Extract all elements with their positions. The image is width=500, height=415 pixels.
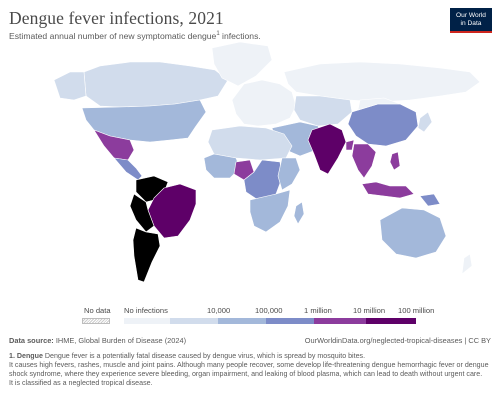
legend-swatch-bin-5[interactable] [366,318,416,324]
region-east-africa[interactable] [277,157,301,191]
region-australia[interactable] [379,207,447,259]
region-papua-new-guinea[interactable] [419,193,441,207]
region-bangladesh[interactable] [345,139,355,151]
region-indonesia[interactable] [361,181,415,199]
world-map [53,41,481,283]
source-url-link[interactable]: OurWorldinData.org/neglected-tropical-di… [304,336,491,345]
legend-swatch-bin-2[interactable] [218,318,266,324]
region-southern-africa[interactable] [249,189,291,233]
region-central-america[interactable] [113,157,143,181]
region-mongolia[interactable] [357,97,401,111]
legend-no-data-swatch[interactable] [82,318,110,324]
region-japan[interactable] [417,111,433,133]
region-canada[interactable] [83,61,229,108]
legend-swatch-bin-3[interactable] [266,318,314,324]
legend-label-10000: 10,000 [207,306,231,315]
region-greenland[interactable] [211,41,273,87]
legend-label-10-million: 10 million [353,306,386,315]
data-source: Data source: IHME, Global Burden of Dise… [9,336,187,345]
legend-label-100-million: 100 million [398,306,435,315]
region-india[interactable] [307,123,347,175]
region-argentina-chile[interactable] [132,227,161,283]
region-southeast-asia[interactable] [351,143,377,179]
region-madagascar[interactable] [293,201,305,225]
region-russia[interactable] [283,61,481,103]
region-europe[interactable] [231,79,297,127]
legend-swatch-no-infections[interactable] [124,318,170,324]
chart-subtitle: Estimated annual number of new symptomat… [9,31,261,41]
logo-accent-bar [450,31,492,33]
owid-logo[interactable]: Our World in Data [450,8,492,33]
region-china[interactable] [347,103,419,147]
chart-title: Dengue fever infections, 2021 [9,8,224,28]
legend-label-100000: 100,000 [255,306,283,315]
region-mexico[interactable] [93,129,135,161]
region-alaska[interactable] [53,71,87,101]
region-central-asia[interactable] [293,95,353,127]
legend-swatch-bin-4[interactable] [314,318,366,324]
legend-label-1-million: 1 million [304,306,332,315]
footnote-marker: 1 [216,31,220,38]
footnote-label: 1. Dengue [9,352,43,360]
footnote: 1. Dengue Dengue fever is a potentially … [9,352,489,387]
legend-no-data-label: No data [84,306,111,315]
legend-label-no-infections: No infections [124,306,168,315]
region-philippines[interactable] [389,151,401,171]
region-new-zealand[interactable] [461,253,473,275]
legend-swatch-bin-1[interactable] [170,318,218,324]
region-peru-bolivia[interactable] [129,193,155,233]
